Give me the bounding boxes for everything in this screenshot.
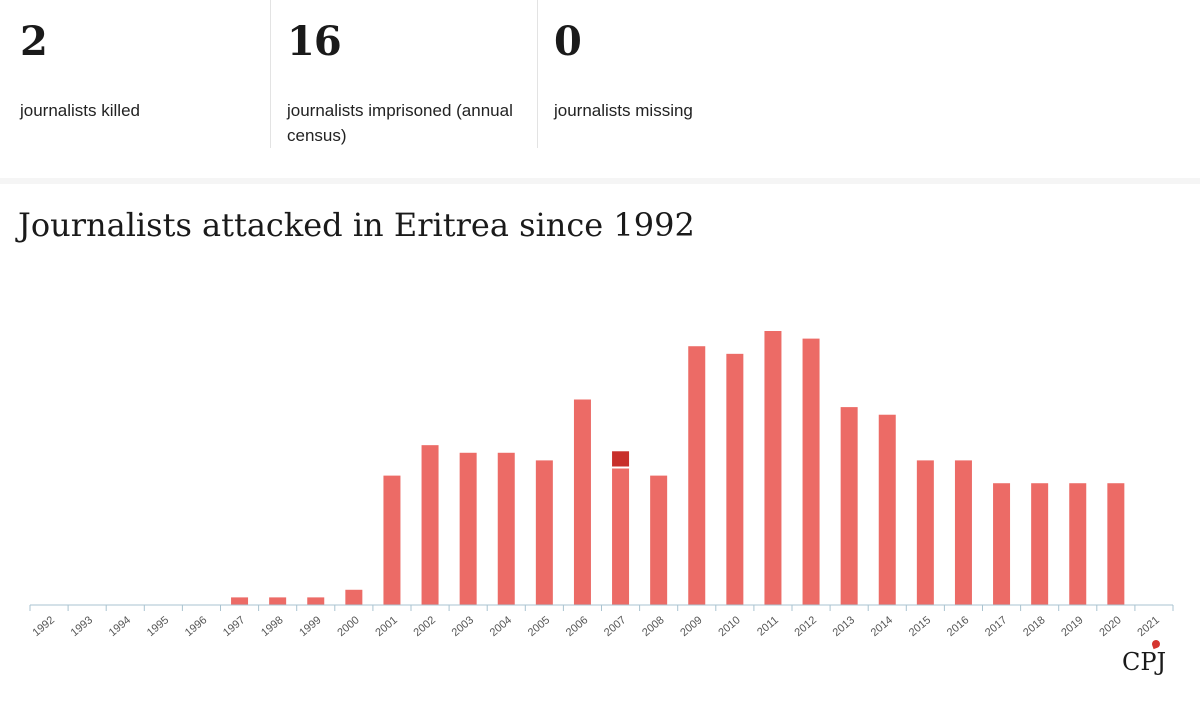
stat-killed: 2 journalists killed: [0, 0, 271, 122]
bar-2002[interactable]: [421, 445, 439, 605]
x-tick-label-1993: 1993: [69, 614, 95, 639]
bar-2015[interactable]: [916, 460, 934, 605]
cpj-logo: CPJ: [1122, 638, 1167, 676]
x-tick-label-2010: 2010: [716, 614, 742, 639]
x-axis: 1992 1993 1994 1995 1996 1997 1998 1999 2000 2001…: [29, 604, 1174, 639]
x-tick-label-2016: 2016: [945, 614, 971, 639]
x-tick-label-1999: 1999: [297, 614, 323, 639]
bar-2008[interactable]: [650, 475, 668, 605]
bar-1999[interactable]: [307, 597, 325, 605]
stat-missing: 0 journalists missing: [537, 0, 838, 148]
x-tick-label-2017: 2017: [983, 614, 1009, 639]
bar-2007[interactable]: [612, 468, 630, 605]
bar-2010[interactable]: [726, 353, 744, 605]
x-tick-label-2021: 2021: [1135, 614, 1161, 639]
bar-2018[interactable]: [1031, 483, 1049, 605]
x-tick-label-1995: 1995: [145, 614, 171, 639]
x-tick-label-2006: 2006: [564, 614, 590, 639]
x-tick-label-1996: 1996: [183, 614, 209, 639]
x-tick-label-2013: 2013: [831, 614, 857, 639]
bar-2006[interactable]: [573, 399, 591, 606]
x-tick-label-1994: 1994: [107, 614, 133, 639]
bar-chart: 1992 1993 1994 1995 1996 1997 1998 1999 2000 2001…: [29, 331, 1174, 639]
x-tick-label-1997: 1997: [221, 614, 247, 639]
x-tick-label-2020: 2020: [1097, 614, 1123, 639]
bar-2007-gap: [612, 467, 630, 469]
x-tick-label-2018: 2018: [1021, 614, 1047, 639]
stats-row: 2 journalists killed 16 journalists impr…: [0, 0, 1200, 178]
bar-2004[interactable]: [497, 452, 515, 605]
x-tick-label-2001: 2001: [373, 614, 399, 639]
bar-2003[interactable]: [459, 452, 477, 605]
x-tick-label-2014: 2014: [869, 614, 895, 639]
x-tick-label-2002: 2002: [412, 614, 438, 639]
bar-2014[interactable]: [878, 414, 896, 605]
x-tick-label-2003: 2003: [450, 614, 476, 639]
x-tick-label-2011: 2011: [755, 614, 781, 638]
x-tick-label-2009: 2009: [678, 614, 704, 639]
bar-2000[interactable]: [345, 589, 363, 605]
chart-title: Journalists attacked in Eritrea since 19…: [18, 206, 695, 244]
bar-2016[interactable]: [954, 460, 972, 605]
bar-1998[interactable]: [269, 597, 287, 605]
x-tick-label-2007: 2007: [602, 614, 628, 639]
bar-2005[interactable]: [535, 460, 553, 605]
stat-imprisoned: 16 journalists imprisoned (annual census…: [270, 0, 539, 148]
stat-killed-label: journalists killed: [20, 101, 140, 120]
bar-2001[interactable]: [383, 475, 401, 605]
x-tick-label-1998: 1998: [259, 614, 285, 639]
section-separator: [0, 178, 1200, 184]
stat-missing-label: journalists missing: [554, 101, 693, 120]
x-tick-label-2015: 2015: [907, 614, 933, 639]
bar-2009[interactable]: [688, 346, 706, 605]
stat-killed-value: 2: [20, 18, 48, 65]
bar-1997[interactable]: [231, 597, 249, 605]
bar-2012[interactable]: [802, 338, 820, 605]
bar-2017[interactable]: [993, 483, 1011, 605]
x-tick-label-2004: 2004: [488, 614, 514, 639]
stat-missing-value: 0: [554, 18, 582, 65]
bars-group: [231, 331, 1125, 606]
bar-2019[interactable]: [1069, 483, 1087, 605]
x-tick-label-2012: 2012: [793, 614, 819, 639]
bar-2020[interactable]: [1107, 483, 1125, 605]
stat-imprisoned-value: 16: [287, 18, 342, 65]
x-tick-label-2000: 2000: [335, 614, 361, 639]
bar-2007-highlight[interactable]: [612, 451, 630, 467]
x-tick-label-2008: 2008: [640, 614, 666, 639]
bar-2011[interactable]: [764, 331, 782, 605]
cpj-logo-text: CPJ: [1122, 648, 1167, 676]
x-tick-label-2019: 2019: [1059, 614, 1085, 639]
bar-2013[interactable]: [840, 407, 858, 605]
stat-imprisoned-label: journalists imprisoned (annual census): [287, 101, 513, 145]
x-tick-label-1992: 1992: [31, 614, 57, 639]
x-tick-label-2005: 2005: [526, 614, 552, 639]
